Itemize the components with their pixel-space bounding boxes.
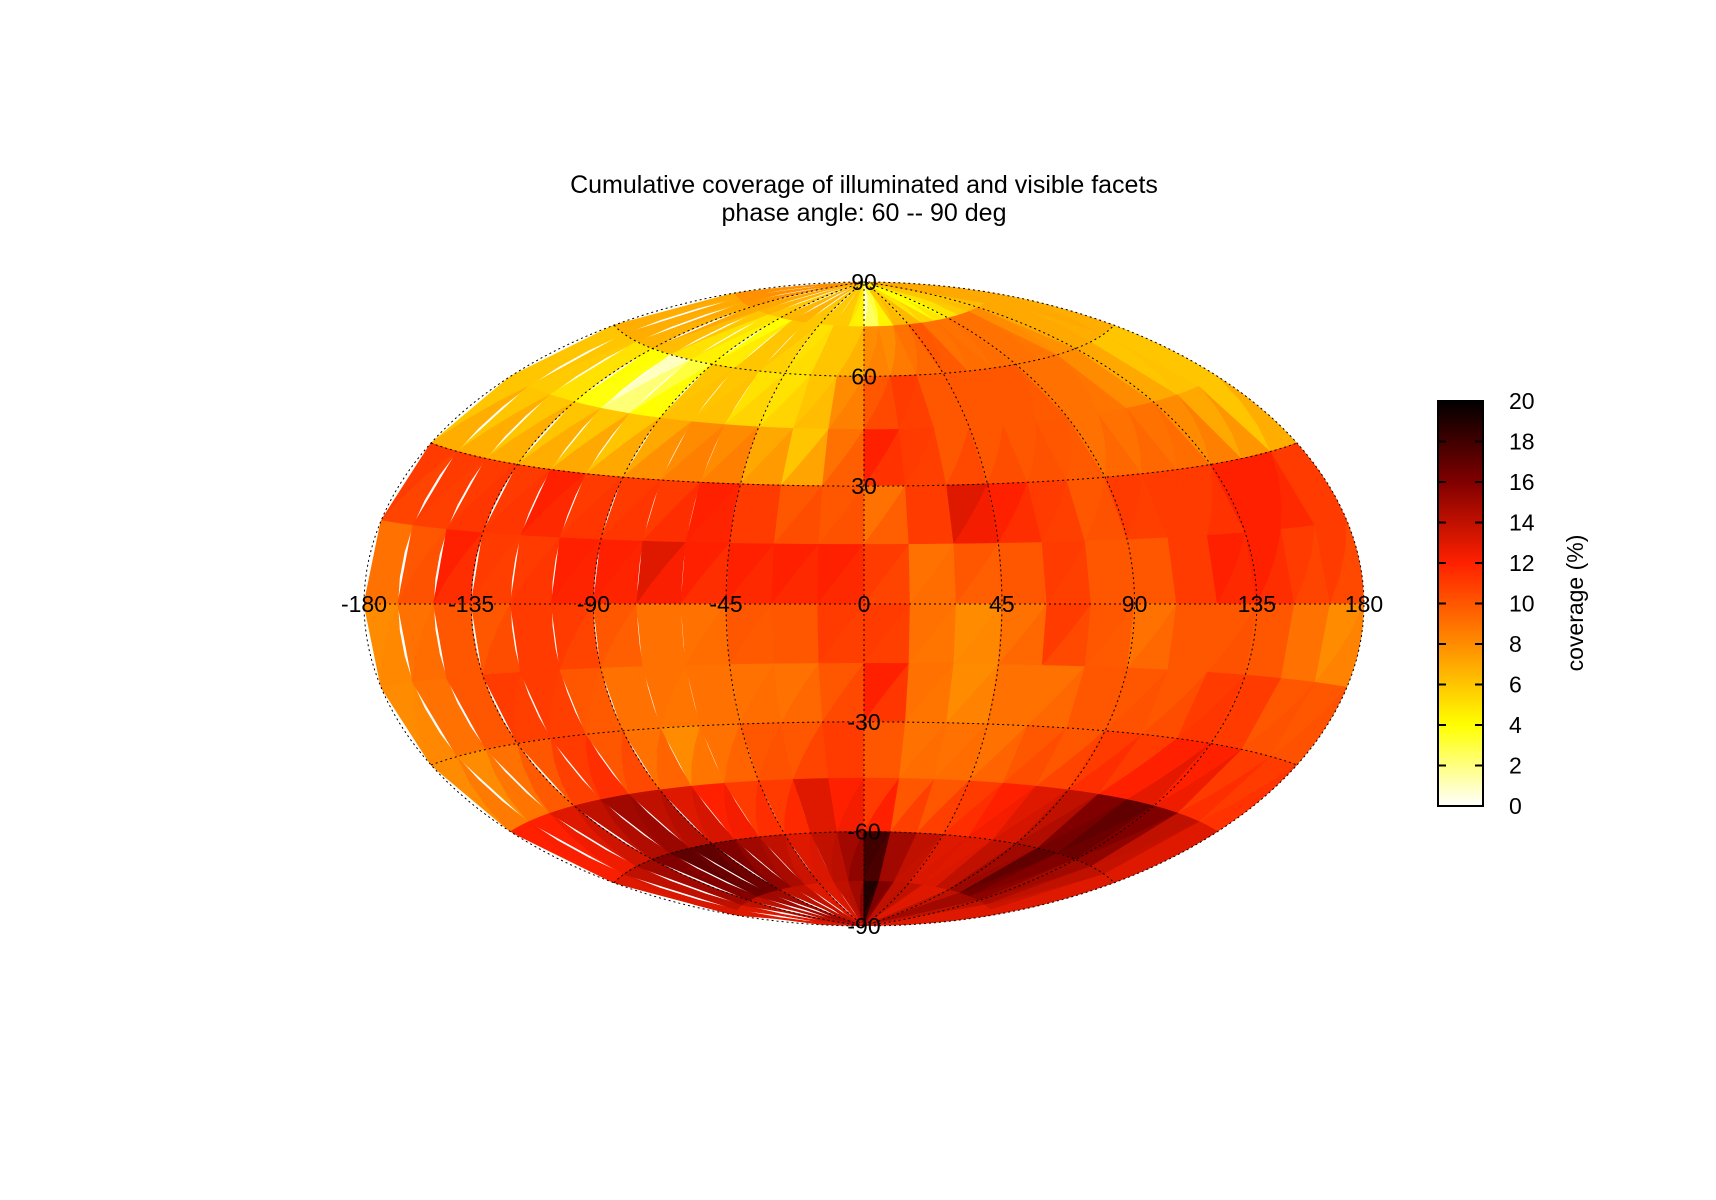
colorbar-tick-label: 10: [1509, 591, 1535, 617]
meridian-line: [863, 281, 1258, 927]
parallel-line: [430, 442, 1298, 487]
colorbar-tick-label: 6: [1509, 672, 1522, 698]
x-tick-label: 180: [1345, 591, 1383, 617]
chart-subtitle: phase angle: 60 -- 90 deg: [722, 199, 1007, 227]
meridian-line: [592, 281, 865, 927]
colorbar-tick-label: 2: [1509, 753, 1522, 779]
parallel-line: [430, 721, 1298, 766]
colorbar-ticks: 0 2 4 6 8 10 12 14 16 18 20: [1438, 388, 1535, 819]
colorbar-tick-label: 12: [1509, 550, 1535, 576]
colorbar-tick-label: 18: [1509, 429, 1535, 455]
colorbar-tick-label: 20: [1509, 388, 1535, 414]
colorbar-tick-label: 14: [1509, 510, 1535, 536]
map-tick-labels: -180 -135 -90 -45 0 45 90 135 180 90 60 30 -30 -60 -90: [341, 269, 1383, 939]
colorbar: 0 2 4 6 8 10 12 14 16 18 20 coverage (%): [1437, 388, 1588, 819]
y-tick-label: -30: [847, 709, 880, 735]
y-tick-label: -90: [847, 913, 880, 939]
x-tick-label: 0: [858, 591, 871, 617]
x-tick-label: 135: [1238, 591, 1276, 617]
colorbar-frame: [1437, 400, 1484, 807]
x-tick-label: -135: [448, 591, 494, 617]
graticule: [363, 281, 1365, 927]
colorbar-tick-label: 16: [1509, 469, 1535, 495]
x-tick-label: 90: [1122, 591, 1148, 617]
x-tick-label: -180: [341, 591, 387, 617]
parallel-line: [613, 324, 1115, 377]
map-outline: [363, 281, 1365, 927]
y-tick-label: 90: [851, 269, 877, 295]
x-tick-label: 45: [989, 591, 1015, 617]
y-tick-label: 30: [851, 473, 877, 499]
colorbar-tick-label: 4: [1509, 712, 1522, 738]
chart-title: Cumulative coverage of illuminated and v…: [570, 171, 1158, 199]
colorbar-label: coverage (%): [1562, 535, 1588, 672]
meridian-line: [863, 281, 1003, 927]
colorbar-tick-label: 0: [1509, 793, 1522, 819]
parallel-line: [613, 831, 1115, 884]
y-tick-label: -60: [847, 819, 880, 845]
x-tick-label: -90: [577, 591, 610, 617]
y-tick-label: 60: [851, 363, 877, 389]
colorbar-tick-label: 8: [1509, 631, 1522, 657]
x-tick-label: -45: [709, 591, 742, 617]
